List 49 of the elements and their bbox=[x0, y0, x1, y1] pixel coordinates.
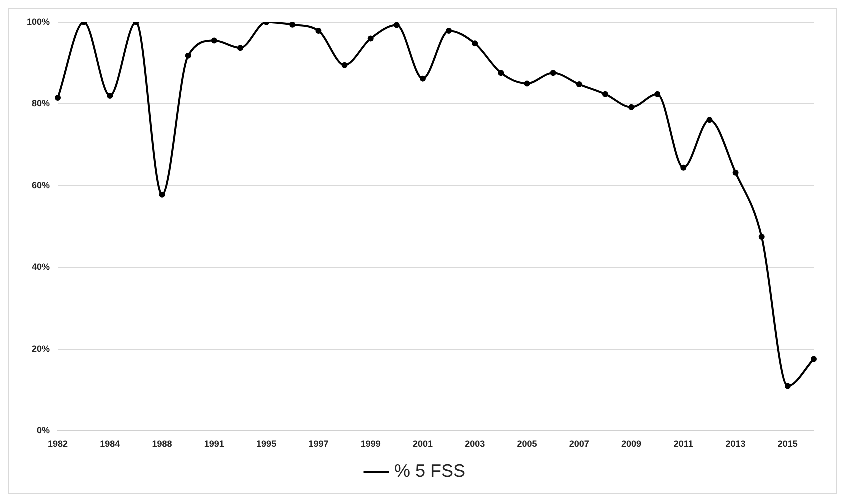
y-tick-label: 20% bbox=[32, 344, 50, 354]
point bbox=[290, 22, 296, 28]
point bbox=[159, 192, 166, 198]
point bbox=[498, 70, 504, 76]
point bbox=[211, 38, 218, 44]
point bbox=[107, 92, 114, 99]
point bbox=[446, 28, 452, 34]
x-tick-label: 1988 bbox=[152, 439, 172, 450]
point bbox=[185, 52, 192, 59]
y-tick-label: 60% bbox=[32, 180, 50, 190]
point bbox=[550, 70, 556, 76]
x-tick-label: 1982 bbox=[48, 439, 68, 450]
x-tick-label: 2011 bbox=[674, 439, 694, 450]
x-tick-label: 1997 bbox=[308, 439, 329, 450]
point bbox=[680, 164, 687, 171]
x-tick-label: 1999 bbox=[360, 439, 381, 450]
x-tick-label: 1995 bbox=[256, 439, 277, 450]
point bbox=[602, 91, 608, 98]
y-tick-label: 40% bbox=[32, 262, 50, 272]
point bbox=[732, 170, 739, 176]
point bbox=[811, 356, 817, 362]
point bbox=[472, 40, 478, 47]
point bbox=[758, 234, 765, 240]
y-tick-label: 0% bbox=[37, 426, 50, 436]
point bbox=[342, 62, 348, 68]
x-tick-label: 2007 bbox=[569, 439, 590, 450]
y-tick-label: 80% bbox=[32, 98, 50, 109]
x-tick-label: 2005 bbox=[517, 439, 538, 450]
point bbox=[706, 117, 713, 124]
point bbox=[316, 28, 322, 34]
x-tick-label: 2001 bbox=[412, 439, 433, 450]
point bbox=[368, 36, 374, 42]
point bbox=[420, 76, 426, 82]
point bbox=[55, 95, 62, 102]
x-tick-label: 2003 bbox=[465, 439, 486, 450]
y-tick-label: 100% bbox=[26, 16, 50, 27]
x-tick-label: 2015 bbox=[778, 439, 798, 450]
point bbox=[237, 45, 244, 52]
x-tick-label: 2009 bbox=[622, 439, 642, 450]
x-tick-label: 2013 bbox=[726, 439, 746, 450]
point bbox=[524, 80, 530, 87]
point bbox=[576, 82, 582, 88]
x-tick-label: 1984 bbox=[100, 439, 120, 450]
point bbox=[628, 104, 635, 110]
x-tick-label: 1991 bbox=[204, 439, 224, 450]
legend-label: % 5 FSS bbox=[394, 460, 466, 481]
point bbox=[784, 383, 791, 390]
point bbox=[394, 22, 400, 28]
point bbox=[654, 91, 661, 98]
